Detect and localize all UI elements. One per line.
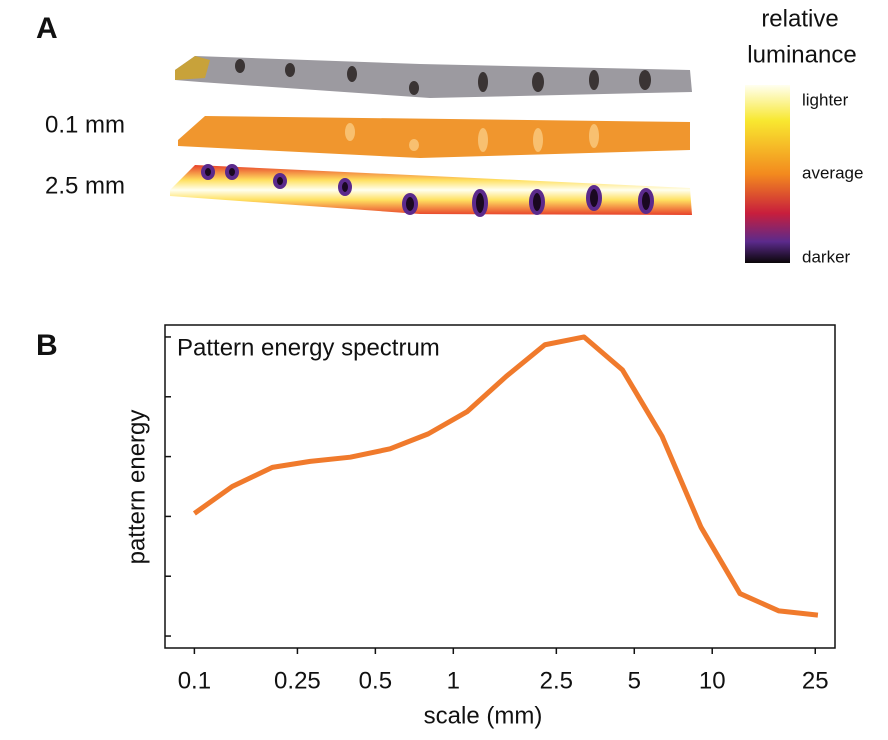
panel-label: A [36, 12, 58, 45]
filtered-strip-fine [178, 116, 690, 158]
panel-label: B [36, 329, 58, 362]
x-tick-label: 2.5 [540, 667, 573, 694]
x-tick-label: 10 [699, 667, 726, 694]
colorbar-title: relative [761, 5, 838, 32]
x-axis-label: scale (mm) [424, 702, 543, 729]
chart-title: Pattern energy spectrum [177, 334, 440, 361]
colorbar-label: average [802, 163, 863, 182]
strip-texture [345, 123, 599, 152]
colorbar-label: lighter [802, 90, 849, 109]
colorbar-label: darker [802, 247, 851, 266]
filtered-strip-coarse [170, 165, 692, 215]
plot-frame [164, 324, 836, 649]
row-label: 2.5 mm [45, 172, 125, 199]
x-tick-label: 25 [802, 667, 829, 694]
twig-photo [175, 56, 692, 98]
x-tick-label: 0.5 [359, 667, 392, 694]
x-tick-label: 5 [628, 667, 641, 694]
x-tick-label: 0.25 [274, 667, 321, 694]
x-tick-label: 1 [447, 667, 460, 694]
row-label: 0.1 mm [45, 111, 125, 138]
data-line [192, 334, 819, 618]
plot: 0.1 0.25 0.5 1 2.5 5 10 25 [165, 334, 829, 694]
colorbar [745, 85, 790, 263]
colorbar-title: luminance [747, 41, 856, 68]
strip-dark-spots [201, 164, 654, 217]
x-tick-label: 0.1 [178, 667, 211, 694]
y-axis-label: pattern energy [123, 410, 150, 565]
